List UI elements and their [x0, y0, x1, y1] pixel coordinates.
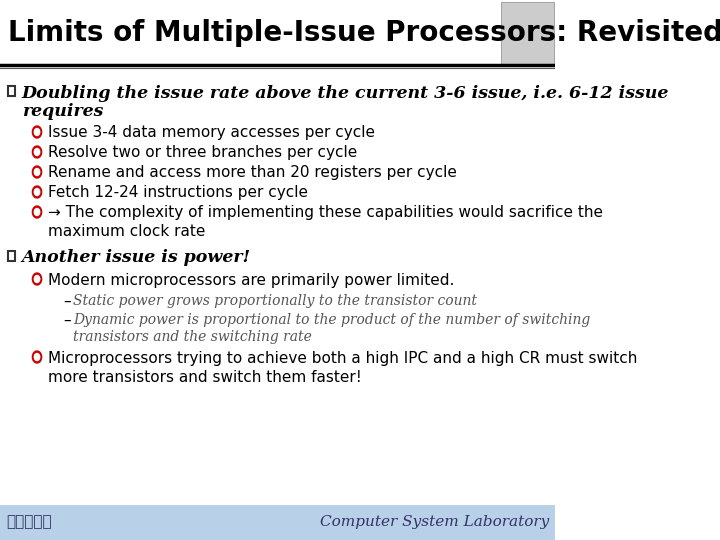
Text: Limits of Multiple-Issue Processors: Revisited: Limits of Multiple-Issue Processors: Rev…: [8, 19, 720, 47]
Circle shape: [35, 354, 40, 361]
Text: maximum clock rate: maximum clock rate: [48, 225, 205, 240]
Text: more transistors and switch them faster!: more transistors and switch them faster!: [48, 369, 361, 384]
Circle shape: [35, 188, 40, 195]
Circle shape: [32, 146, 42, 158]
Text: Fetch 12-24 instructions per cycle: Fetch 12-24 instructions per cycle: [48, 186, 308, 200]
Text: Static power grows proportionally to the transistor count: Static power grows proportionally to the…: [73, 294, 477, 308]
Text: –: –: [63, 294, 71, 308]
Circle shape: [32, 166, 42, 178]
Text: Resolve two or three branches per cycle: Resolve two or three branches per cycle: [48, 145, 357, 160]
Circle shape: [35, 275, 40, 282]
Text: 高麗大學校: 高麗大學校: [6, 515, 52, 529]
Circle shape: [35, 129, 40, 136]
Text: → The complexity of implementing these capabilities would sacrifice the: → The complexity of implementing these c…: [48, 206, 603, 220]
Text: Rename and access more than 20 registers per cycle: Rename and access more than 20 registers…: [48, 165, 456, 180]
Text: transistors and the switching rate: transistors and the switching rate: [73, 330, 312, 344]
Bar: [8, 86, 15, 96]
Text: Computer System Laboratory: Computer System Laboratory: [320, 515, 549, 529]
Circle shape: [32, 351, 42, 363]
Circle shape: [32, 126, 42, 138]
Text: requires: requires: [22, 104, 103, 120]
FancyBboxPatch shape: [501, 2, 554, 64]
FancyBboxPatch shape: [0, 0, 555, 65]
Bar: [8, 251, 15, 261]
FancyBboxPatch shape: [0, 505, 555, 540]
Circle shape: [35, 168, 40, 176]
Circle shape: [35, 208, 40, 215]
Circle shape: [35, 148, 40, 156]
Circle shape: [32, 186, 42, 198]
Text: Microprocessors trying to achieve both a high IPC and a high CR must switch: Microprocessors trying to achieve both a…: [48, 350, 637, 366]
Text: Doubling the issue rate above the current 3-6 issue, i.e. 6-12 issue: Doubling the issue rate above the curren…: [22, 84, 669, 102]
Text: Modern microprocessors are primarily power limited.: Modern microprocessors are primarily pow…: [48, 273, 454, 287]
Text: Dynamic power is proportional to the product of the number of switching: Dynamic power is proportional to the pro…: [73, 313, 590, 327]
Circle shape: [32, 273, 42, 285]
Text: –: –: [63, 313, 71, 327]
Circle shape: [32, 206, 42, 218]
Text: Issue 3-4 data memory accesses per cycle: Issue 3-4 data memory accesses per cycle: [48, 125, 375, 140]
Text: Another issue is power!: Another issue is power!: [22, 249, 251, 267]
